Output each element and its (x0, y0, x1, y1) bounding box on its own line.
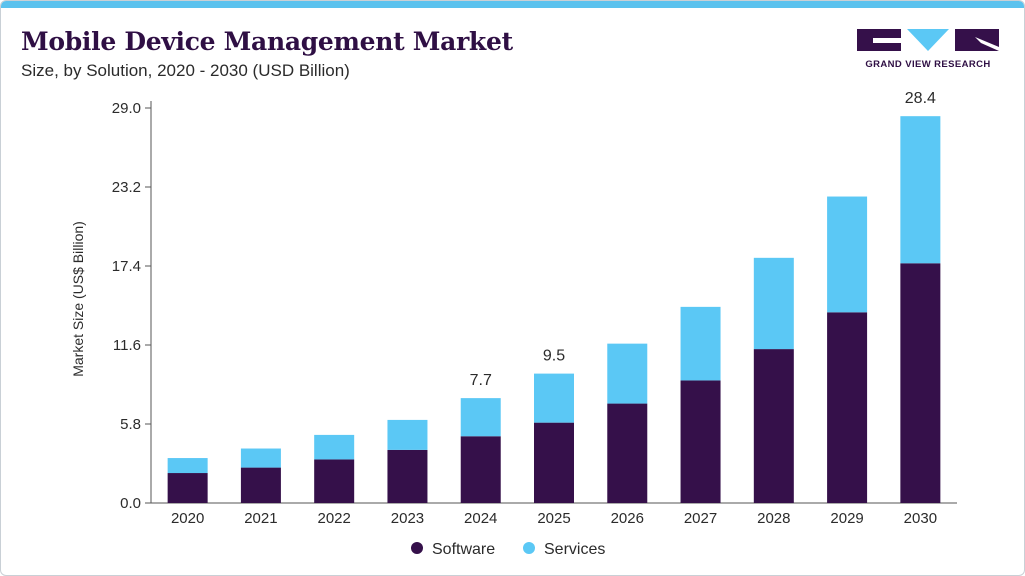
x-tick-label: 2026 (611, 510, 644, 527)
y-tick-label: 11.6 (113, 337, 141, 354)
bar-software-2025 (534, 422, 574, 503)
x-axis: 2020 2021 2022 2023 2024 2025 2026 2027 2028 2029… (151, 502, 957, 527)
bar-software-2029 (827, 312, 868, 503)
y-tick-label: 17.4 (112, 258, 141, 275)
bars (167, 116, 941, 503)
bar-services-2025 (534, 373, 574, 423)
chart-title: Mobile Device Management Market (21, 27, 513, 56)
x-tick-label: 2022 (317, 510, 350, 527)
bar-services-2026 (607, 343, 648, 404)
bar-software-2028 (753, 349, 794, 503)
data-label-2030: 28.4 (905, 90, 936, 107)
bar-software-2030 (900, 263, 941, 503)
legend-marker-software (411, 542, 423, 554)
bar-services-2029 (827, 196, 868, 313)
y-tick-label: 5.8 (120, 416, 141, 433)
bar-services-2021 (240, 448, 281, 468)
bar-software-2023 (387, 449, 428, 503)
logo-triangle-v (907, 29, 949, 51)
logo-g-notch (873, 38, 901, 43)
grand-view-research-logo (857, 29, 999, 51)
data-labels: 7.7 9.5 28.4 (470, 90, 936, 389)
bar-services-2030 (900, 116, 941, 264)
x-tick-label: 2027 (684, 510, 717, 527)
chart-subtitle: Size, by Solution, 2020 - 2030 (USD Bill… (21, 61, 350, 80)
y-axis-label: Market Size (US$ Billion) (70, 221, 86, 377)
legend-label-software: Software (432, 541, 495, 558)
y-tick-label: 0.0 (120, 495, 141, 512)
x-tick-label: 2021 (244, 510, 277, 527)
legend-label-services: Services (544, 541, 605, 558)
x-tick-label: 2030 (904, 510, 937, 527)
x-tick-label: 2028 (757, 510, 790, 527)
bar-services-2022 (314, 434, 355, 460)
bar-software-2024 (460, 436, 501, 503)
data-label-2024: 7.7 (470, 372, 492, 389)
bar-services-2028 (753, 257, 794, 350)
bar-software-2026 (607, 403, 648, 503)
y-axis: 0.0 5.8 11.6 17.4 23.2 29.0 (112, 100, 152, 512)
bar-services-2020 (167, 458, 208, 474)
x-tick-label: 2023 (391, 510, 424, 527)
x-tick-label: 2029 (830, 510, 863, 527)
bar-services-2027 (680, 306, 721, 381)
y-tick-label: 23.2 (112, 179, 141, 196)
x-tick-label: 2024 (464, 510, 497, 527)
data-label-2025: 9.5 (543, 348, 565, 365)
bar-software-2022 (314, 459, 355, 503)
legend: Software Services (411, 541, 605, 558)
logo-r-notch (975, 37, 999, 51)
x-tick-label: 2025 (537, 510, 570, 527)
bar-services-2024 (460, 398, 501, 437)
bar-software-2027 (680, 380, 721, 503)
y-tick-label: 29.0 (112, 100, 141, 117)
logo-wordmark: GRAND VIEW RESEARCH (865, 59, 991, 70)
bar-services-2023 (387, 419, 428, 450)
top-accent-bar (1, 1, 1024, 8)
bar-software-2021 (240, 467, 281, 503)
bar-software-2020 (167, 473, 208, 503)
legend-marker-services (523, 542, 535, 554)
x-tick-label: 2020 (171, 510, 204, 527)
